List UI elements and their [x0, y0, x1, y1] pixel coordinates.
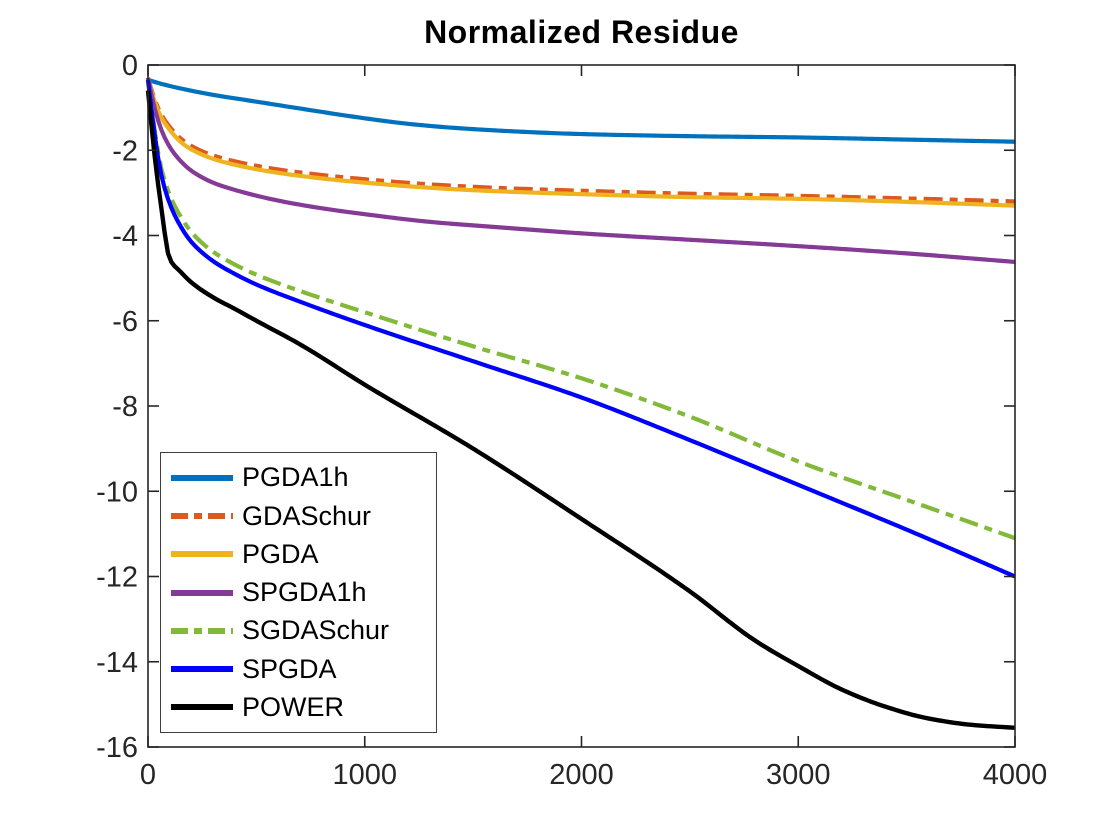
y-tick-label: -2	[112, 135, 138, 167]
chart-title: Normalized Residue	[424, 14, 739, 50]
y-tick-label: -12	[96, 562, 138, 594]
legend-line-sample	[171, 551, 233, 558]
legend-line-sample	[171, 627, 233, 634]
y-tick-label: -16	[96, 732, 138, 764]
legend-label: SPGDA1h	[242, 577, 367, 607]
legend-entry-SGDASchur: SGDASchur	[161, 617, 436, 644]
legend-line-sample	[171, 474, 233, 481]
x-tick-label: 3000	[766, 759, 831, 791]
series-line-SPGDA	[145, 79, 1016, 579]
y-tick-label: -6	[112, 306, 138, 338]
legend-label: GDASchur	[242, 500, 372, 531]
y-tick-label: -8	[112, 391, 138, 423]
legend-line-sample	[171, 589, 233, 596]
legend-label: PGDA	[242, 538, 319, 569]
y-tick-label: 0	[122, 50, 138, 82]
legend-entry-PGDA1h: PGDA1h	[161, 464, 436, 491]
legend-line-sample	[171, 666, 233, 672]
legend-label: SGDASchur	[242, 615, 390, 646]
legend-label: SPGDA	[242, 653, 337, 684]
x-tick-label: 2000	[549, 759, 614, 791]
legend-box: PGDA1h GDASchur PGDA SPGDA1h SGDASchur SPGDA P…	[160, 452, 437, 733]
series-line-SGDASchur	[145, 79, 1016, 541]
x-tick-label: 4000	[983, 759, 1048, 791]
series-line-SPGDA1h	[145, 77, 1016, 265]
legend-label: POWER	[242, 691, 345, 722]
legend-entry-POWER: POWER	[161, 691, 436, 722]
y-tick-label: -4	[112, 221, 138, 253]
x-tick-label: 0	[140, 759, 156, 791]
y-tick-label: -14	[96, 647, 138, 679]
legend-entry-SPGDA1h: SPGDA1h	[161, 579, 436, 606]
legend-entry-SPGDA: SPGDA	[161, 653, 436, 684]
series-line-GDASchur	[145, 77, 1016, 204]
legend-line-sample	[171, 513, 233, 519]
legend-line-sample	[171, 704, 233, 711]
x-tick-label: 1000	[332, 759, 397, 791]
legend-entry-GDASchur: GDASchur	[161, 500, 436, 531]
series-line-POWER	[145, 90, 1016, 731]
series-line-PGDA1h	[147, 77, 1016, 144]
series-line-PGDA	[145, 78, 1016, 208]
legend-entry-PGDA: PGDA	[161, 538, 436, 569]
legend-label: PGDA1h	[242, 462, 349, 493]
y-tick-label: -10	[96, 476, 138, 508]
